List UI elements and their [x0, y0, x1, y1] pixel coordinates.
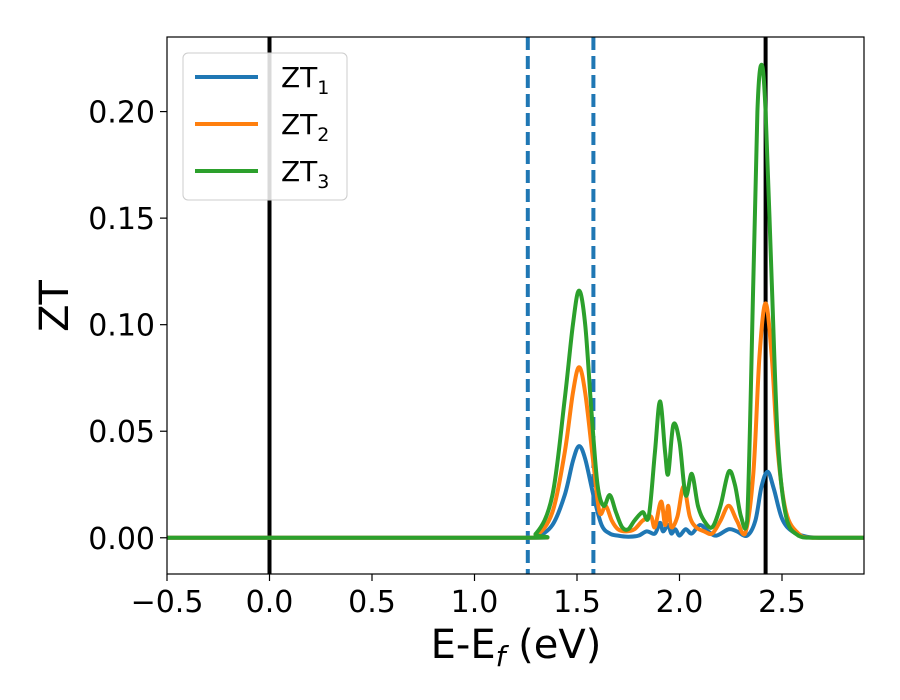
- x-axis-ticks: −0.5 0.0 0.5 1.0 1.5 2.0 2.5: [131, 574, 806, 620]
- y-tick-label: 0.05: [88, 415, 155, 450]
- y-axis-label: ZT: [32, 280, 78, 332]
- legend-box: [182, 52, 348, 201]
- y-tick-label: 0.10: [88, 309, 155, 344]
- legend-label-main: ZT: [281, 108, 318, 141]
- legend-label-main: ZT: [281, 61, 318, 94]
- x-tick-label: 1.0: [451, 585, 499, 620]
- x-tick-label: 0.0: [246, 585, 294, 620]
- y-tick-label: 0.15: [88, 202, 155, 237]
- legend-label-zt3: ZT3: [281, 155, 329, 193]
- x-tick-label: 1.5: [553, 585, 601, 620]
- x-axis-label-main: E-E: [431, 622, 496, 668]
- legend-label-zt2: ZT2: [281, 108, 329, 146]
- x-axis-label-unit: (eV): [505, 622, 601, 668]
- legend-label-zt1: ZT1: [281, 61, 329, 99]
- x-tick-label: 2.0: [656, 585, 704, 620]
- x-tick-label: −0.5: [131, 585, 204, 620]
- y-axis-ticks: 0.00 0.05 0.10 0.15 0.20: [88, 96, 167, 557]
- x-tick-label: 0.5: [348, 585, 396, 620]
- legend-label-main: ZT: [281, 155, 318, 188]
- x-tick-label: 2.5: [758, 585, 806, 620]
- series-line-zt2: [167, 301, 864, 540]
- plot-frame: [166, 36, 865, 575]
- legend-label-sub: 1: [317, 77, 329, 99]
- legend-label-sub: 2: [317, 124, 329, 146]
- y-tick-label: 0.00: [88, 522, 155, 557]
- series-lines: [167, 62, 864, 540]
- x-axis-label: E-Ef (eV): [431, 622, 602, 673]
- y-tick-label: 0.20: [88, 96, 155, 131]
- series-line-zt3: [167, 62, 864, 540]
- legend-label-sub: 3: [317, 171, 329, 193]
